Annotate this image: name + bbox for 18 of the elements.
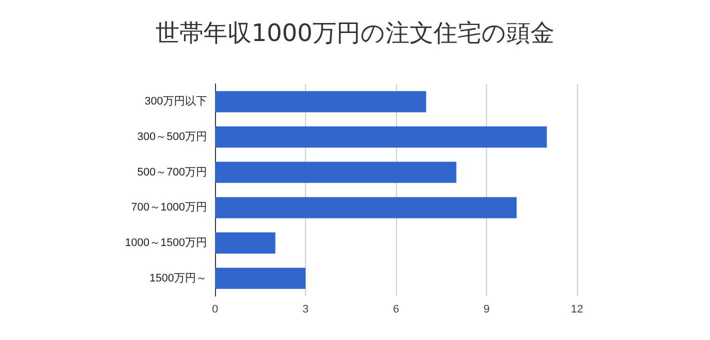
bar [215,232,276,254]
bar [215,162,456,183]
bar [215,268,306,289]
chart-title: 世帯年収1000万円の注文住宅の頭金 [155,19,555,47]
x-tick-label: 0 [212,304,218,316]
x-tick-label: 12 [570,304,584,316]
y-tick-label: 1000～1500万円 [125,237,207,249]
bar [215,197,517,218]
y-tick-label: 1500万円～ [150,272,207,284]
x-tick-label: 9 [483,304,490,316]
y-tick-label: 500～700万円 [137,166,207,178]
y-tick-label: 700～1000万円 [131,202,207,214]
bar [215,91,426,112]
y-tick-label: 300～500万円 [137,131,207,143]
y-tick-label: 300万円以下 [144,94,207,108]
x-tick-label: 3 [302,304,309,316]
x-tick-label: 6 [392,304,400,316]
bar [215,126,547,148]
